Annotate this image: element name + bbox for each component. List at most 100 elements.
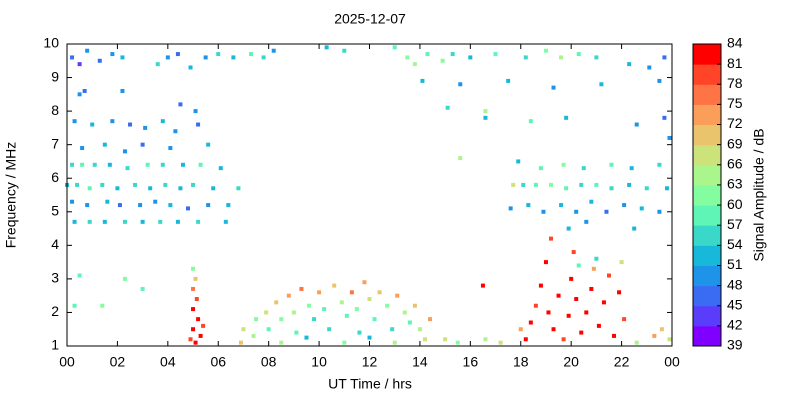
spectral-cell (422, 337, 427, 342)
x-tick-label: 10 (311, 354, 327, 370)
spectral-cell (440, 58, 445, 63)
colorbar-tick-label: 66 (727, 156, 743, 172)
spectral-cell (322, 307, 327, 312)
spectral-cell (266, 327, 271, 332)
spectral-cell (425, 52, 430, 57)
spectral-cell (155, 62, 160, 67)
spectral-cell (327, 327, 332, 332)
y-tick-label: 7 (51, 135, 59, 151)
spectral-cell (662, 115, 667, 120)
y-tick-label: 4 (51, 236, 59, 252)
spectral-cell (516, 159, 521, 164)
x-tick-label: 06 (210, 354, 226, 370)
spectral-cell (279, 340, 284, 345)
colorbar-band (693, 225, 721, 246)
x-tick-label: 20 (563, 354, 579, 370)
spectral-cell (140, 219, 145, 224)
spectral-cell (85, 48, 90, 53)
spectral-cell (180, 162, 185, 167)
spectral-cell (70, 199, 75, 204)
spectral-cell (342, 340, 347, 345)
spectral-cell (211, 186, 216, 191)
colorbar-frame (692, 43, 722, 347)
spectral-cell (468, 55, 473, 60)
spectral-cell (634, 122, 639, 127)
x-tick-label: 12 (362, 354, 378, 370)
spectral-cell (571, 250, 576, 255)
spectral-cell (543, 48, 548, 53)
spectral-cell (72, 219, 77, 224)
colorbar-band (693, 144, 721, 166)
spectral-cell (599, 82, 604, 87)
spectral-cell (402, 310, 407, 315)
spectral-cell (198, 333, 203, 338)
spectral-cell (324, 45, 329, 50)
spectral-cell (569, 276, 574, 281)
spectral-cell (511, 182, 516, 187)
spectral-cell (508, 206, 513, 211)
spectral-cell (138, 203, 143, 208)
spectral-cell (339, 300, 344, 305)
colorbar-band (693, 265, 721, 287)
spectral-cell (445, 105, 450, 110)
spectral-cell (629, 166, 634, 171)
spectral-cell (163, 182, 168, 187)
spectral-cell (191, 307, 196, 312)
spectral-cell (196, 317, 201, 322)
spectral-cell (657, 162, 662, 167)
colorbar-tick-label: 72 (727, 115, 743, 131)
spectral-cell (407, 320, 412, 325)
spectral-cell (344, 313, 349, 318)
spectral-cell (601, 300, 606, 305)
y-tick-label: 3 (51, 270, 59, 286)
colorbar-tick-label: 45 (727, 296, 743, 312)
spectral-cell (652, 333, 657, 338)
spectral-cell (622, 203, 627, 208)
spectral-cell (596, 323, 601, 328)
spectral-cell (559, 203, 564, 208)
x-tick-label: 04 (160, 354, 176, 370)
spectral-cell (72, 303, 77, 308)
spectral-cell (362, 280, 367, 285)
spectral-cell (458, 156, 463, 161)
colorbar-band (693, 84, 721, 105)
colorbar-tick-label: 81 (727, 55, 743, 71)
spectral-cell (125, 166, 130, 171)
spectral-cell (175, 52, 180, 57)
colorbar-tick-label: 51 (727, 256, 743, 272)
spectral-cell (332, 283, 337, 288)
x-tick-label: 18 (513, 354, 529, 370)
spectral-cell (223, 219, 228, 224)
spectral-cell (274, 300, 279, 305)
spectral-cell (523, 337, 528, 342)
x-tick-label: 08 (261, 354, 277, 370)
spectral-cell (662, 55, 667, 60)
spectral-cell (100, 303, 105, 308)
spectral-cell (667, 135, 672, 140)
spectral-cell (622, 317, 627, 322)
spectral-cell (203, 55, 208, 60)
colorbar-band (693, 104, 721, 126)
spectral-cell (77, 62, 82, 67)
spectral-cell (367, 297, 372, 302)
spectral-cell (576, 52, 581, 57)
spectral-cell (193, 276, 198, 281)
spectral-cell (528, 320, 533, 325)
spectral-cell (498, 340, 503, 345)
y-tick-label: 8 (51, 102, 59, 118)
spectral-cell (627, 182, 632, 187)
spectral-cell (632, 226, 637, 231)
spectral-cell (349, 290, 354, 295)
spectral-cell (160, 162, 165, 167)
spectral-cell (455, 340, 460, 345)
spectral-cell (173, 129, 178, 134)
spectral-cell (82, 88, 87, 93)
spectral-cell (198, 162, 203, 167)
spectral-cell (521, 182, 526, 187)
spectral-cell (254, 317, 259, 322)
spectral-cell (541, 209, 546, 214)
spectral-cell (377, 290, 382, 295)
colorbar-band (693, 44, 721, 65)
spectral-cell (546, 310, 551, 315)
spectral-cell (627, 62, 632, 67)
